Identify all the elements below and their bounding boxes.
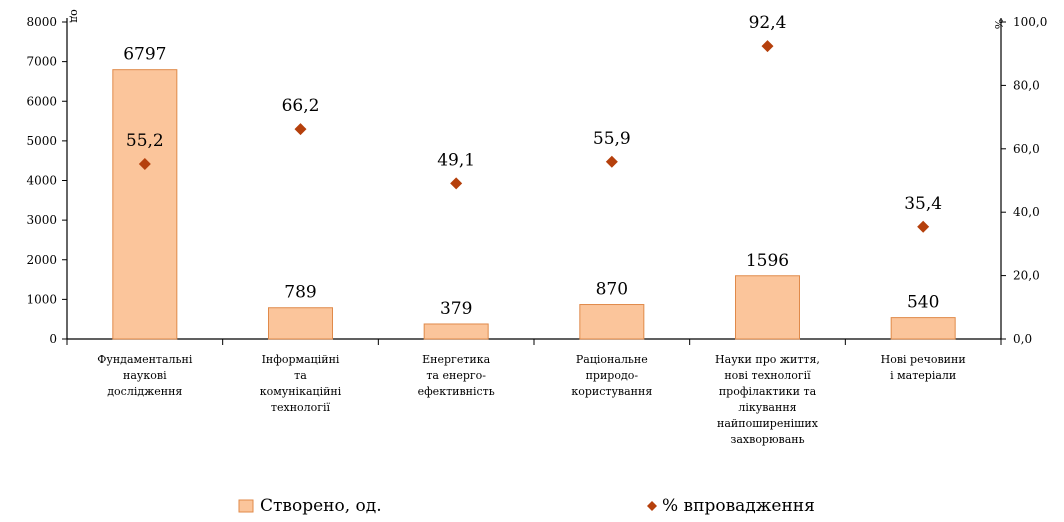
left-y-tick-label: 0	[49, 332, 57, 346]
x-category-label: Нові речовини і матеріали	[881, 353, 966, 382]
right-y-unit-label: %	[992, 19, 1005, 29]
left-y-tick-label: 6000	[26, 94, 57, 108]
bar-value-label: 379	[440, 299, 472, 319]
bar-value-label: 870	[596, 280, 628, 300]
left-y-tick-label: 2000	[26, 253, 57, 267]
left-y-tick-label: 8000	[26, 15, 57, 29]
left-y-tick-label: 4000	[26, 174, 57, 188]
percent-value-label: 55,9	[593, 129, 631, 149]
bar	[112, 69, 178, 340]
percent-value-label: 55,2	[126, 131, 164, 151]
percent-marker	[917, 220, 930, 233]
bar	[890, 317, 956, 340]
bar-value-label: 1596	[746, 251, 789, 271]
left-y-tick-label: 5000	[26, 134, 57, 148]
x-category-label: Науки про життя, нові технології профілакт…	[715, 353, 820, 446]
percent-value-label: 66,2	[282, 96, 320, 116]
x-category-label: Енергетика та енерго-ефективність	[418, 353, 495, 398]
right-y-tick-label: 0,0	[1013, 332, 1032, 346]
bar	[579, 304, 645, 340]
bar	[735, 275, 800, 340]
percent-marker	[761, 40, 774, 53]
percent-marker	[605, 155, 618, 168]
legend-marker-label: % впровадження	[662, 496, 815, 516]
right-y-tick-label: 60,0	[1013, 142, 1040, 156]
right-y-tick-label: 20,0	[1013, 269, 1040, 283]
legend-marker-swatch	[647, 501, 657, 511]
right-y-tick-label: 80,0	[1013, 78, 1040, 92]
legend-bar-swatch	[238, 499, 254, 513]
percent-marker	[450, 177, 463, 190]
x-category-label: Інформаційні та комунікаційні технології	[260, 353, 342, 414]
x-category-label: Фундаментальні наукові дослідження	[97, 353, 193, 398]
percent-marker	[138, 158, 151, 171]
right-y-tick-label: 40,0	[1013, 205, 1040, 219]
percent-marker	[294, 123, 307, 136]
percent-value-label: 92,4	[749, 13, 787, 33]
right-y-tick-label: 100,0	[1013, 15, 1047, 29]
bar-value-label: 6797	[123, 45, 166, 65]
x-category-label: Раціональне природо-користування	[571, 353, 652, 398]
left-y-tick-label: 1000	[26, 292, 57, 306]
bar	[423, 323, 489, 340]
bar	[268, 307, 333, 340]
left-y-unit-label: од	[68, 9, 81, 23]
bar-value-label: 789	[284, 283, 316, 303]
percent-value-label: 35,4	[904, 194, 942, 214]
left-y-tick-label: 7000	[26, 55, 57, 69]
legend-bar-label: Створено, од.	[260, 496, 382, 516]
left-y-tick-label: 3000	[26, 213, 57, 227]
percent-value-label: 49,1	[437, 150, 475, 170]
bar-value-label: 540	[907, 293, 939, 313]
